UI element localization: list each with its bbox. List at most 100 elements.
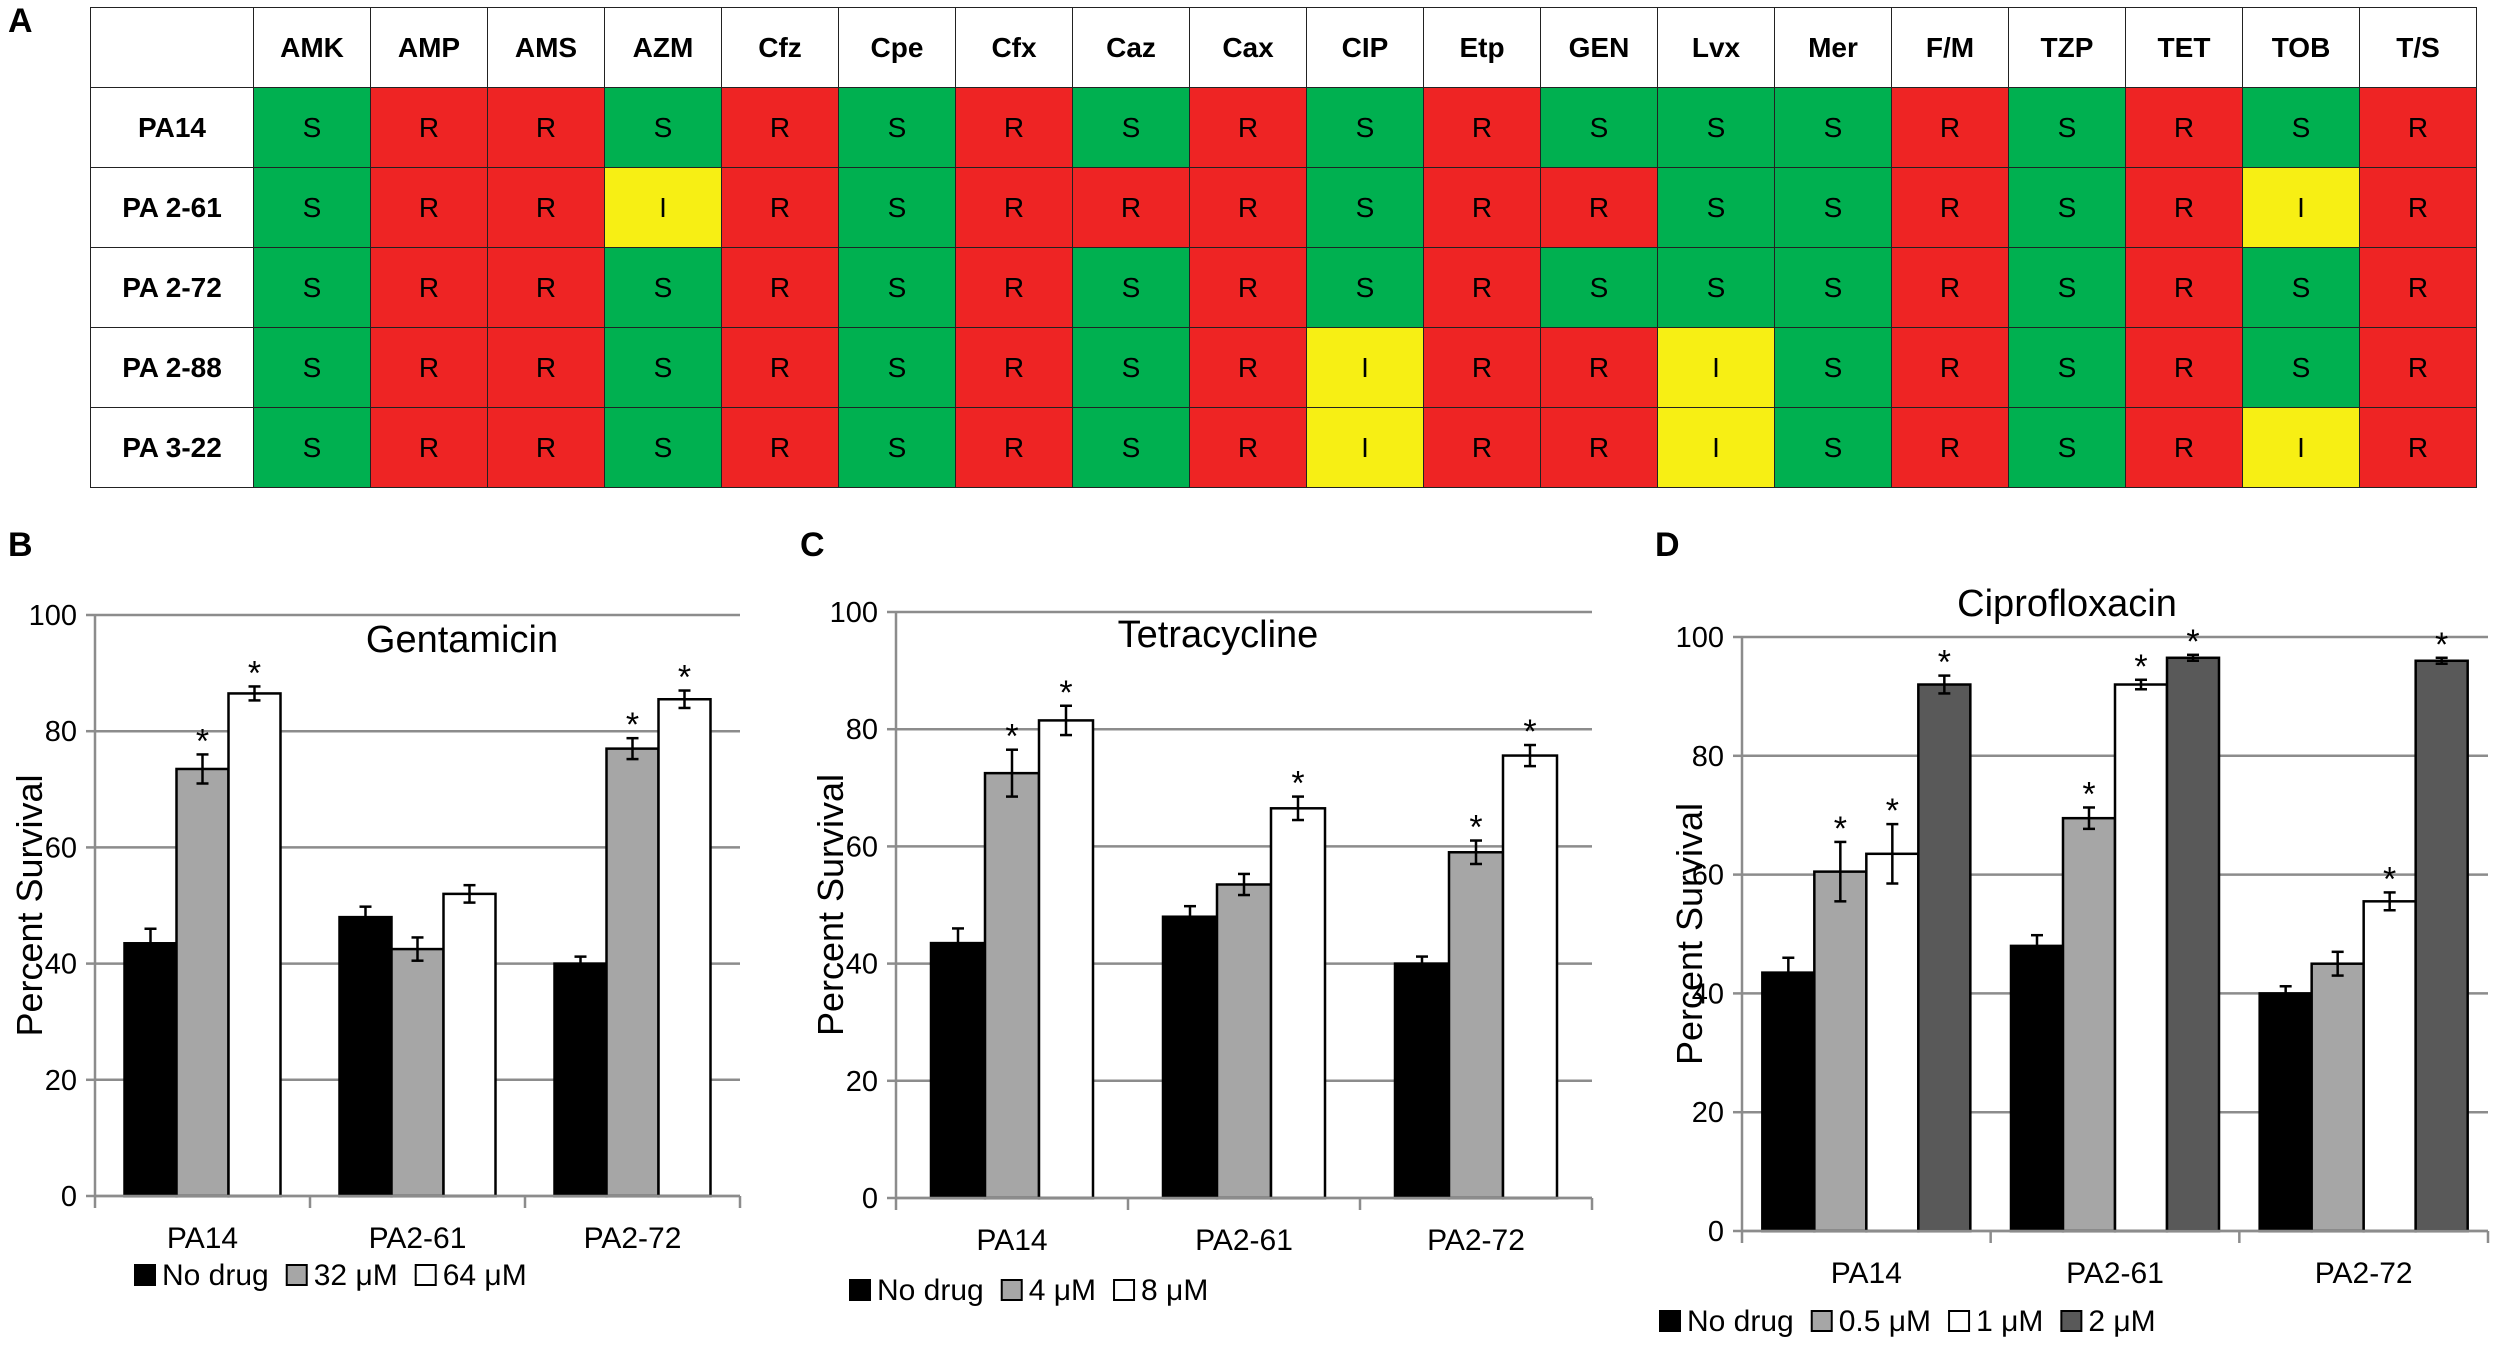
y-tick-label: 20 [846,1066,878,1098]
bar [2113,683,2169,1233]
y-tick-label: 0 [1708,1216,1724,1248]
susceptibility-cell: R [955,407,1073,488]
susceptibility-cell: R [2359,87,2477,168]
x-category-label: PA2-72 [1427,1224,1525,1257]
susceptibility-cell: R [487,167,605,248]
susceptibility-cell: R [370,407,488,488]
antibiotic-header: Caz [1072,7,1190,88]
susceptibility-cell: S [253,407,371,488]
susceptibility-cell: S [2008,407,2126,488]
legend-label: No drug [877,1274,984,1307]
antibiotic-header: Etp [1423,7,1541,88]
antibiotic-header: T/S [2359,7,2477,88]
y-tick-label: 20 [1692,1097,1724,1129]
susceptibility-cell: R [2125,247,2243,328]
susceptibility-cell: R [1891,167,2009,248]
legend-label: 1 μM [1976,1305,2043,1338]
antibiotic-header: Mer [1774,7,1892,88]
susceptibility-cell: S [1306,87,1424,168]
significance-marker: * [1938,644,1951,682]
susceptibility-cell: S [253,247,371,328]
x-category-label: PA2-61 [369,1222,467,1255]
susceptibility-cell: S [1657,167,1775,248]
bar [553,962,608,1198]
legend-label: 64 μM [443,1259,527,1292]
table-row: PA 2-88 S R R S R S R S R I R R I S R S R S R [90,327,2477,408]
x-category-label: PA14 [167,1222,238,1255]
susceptibility-cell: R [2125,327,2243,408]
susceptibility-cell: R [1540,327,1658,408]
antibiotic-header: Cax [1189,7,1307,88]
y-tick-label: 40 [45,949,77,981]
legend-label: 32 μM [314,1259,398,1292]
significance-marker: * [1469,809,1482,847]
bar [2061,816,2117,1233]
susceptibility-cell: R [1189,407,1307,488]
significance-marker: * [2383,860,2396,898]
susceptibility-cell: R [1423,327,1541,408]
legend-label: 2 μM [2088,1305,2155,1338]
legend-label: 8 μM [1141,1274,1208,1307]
bar [1215,883,1273,1200]
table-row: PA 2-61 S R R I R S R R R S R R S S R S R I R [90,167,2477,248]
y-tick-label: 60 [1692,860,1724,892]
legend-swatch [1810,1310,1833,1332]
bar [605,747,660,1198]
x-category-label: PA14 [976,1224,1047,1257]
x-category-label: PA2-72 [2315,1257,2413,1290]
antibiotic-header: F/M [1891,7,2009,88]
significance-marker: * [2082,775,2095,813]
susceptibility-cell: R [721,167,839,248]
susceptibility-cell: I [2242,407,2360,488]
legend-swatch [414,1264,437,1286]
significance-marker: * [2435,626,2448,664]
susceptibility-cell: S [604,407,722,488]
susceptibility-cell: R [370,167,488,248]
antibiotic-header: AZM [604,7,722,88]
significance-marker: * [248,654,261,692]
bar [2165,656,2221,1233]
susceptibility-cell: R [370,327,488,408]
antibiotic-header: GEN [1540,7,1658,88]
susceptibility-cell: R [2359,327,2477,408]
y-axis-label: Percent Survival [1669,803,1710,1065]
legend-swatch [1948,1310,1971,1332]
significance-marker: * [2134,648,2147,686]
bar [2258,992,2313,1233]
bar [1269,807,1327,1200]
susceptibility-cell: S [2008,247,2126,328]
susceptibility-cell: R [1189,87,1307,168]
susceptibility-cell: S [1657,87,1775,168]
susceptibility-cell: S [1306,167,1424,248]
susceptibility-cell: S [838,247,956,328]
y-tick-label: 80 [846,714,878,746]
susceptibility-cell: S [1072,407,1190,488]
y-tick-label: 80 [45,716,77,748]
bar [390,947,445,1198]
significance-marker: * [1059,674,1072,712]
susceptibility-cell: R [1189,247,1307,328]
antibiotic-header: TOB [2242,7,2360,88]
y-tick-label: 40 [846,949,878,981]
significance-marker: * [1886,792,1899,830]
bar [1447,851,1505,1200]
susceptibility-cell: R [721,87,839,168]
susceptibility-cell: S [253,87,371,168]
susceptibility-cell: S [1657,247,1775,328]
susceptibility-cell: R [2359,407,2477,488]
bar [2310,962,2365,1233]
bar [123,942,178,1198]
susceptibility-cell: R [1540,167,1658,248]
susceptibility-cell: S [604,327,722,408]
bar [2414,659,2469,1233]
susceptibility-cell: R [955,247,1073,328]
antibiotic-header: AMK [253,7,371,88]
strain-label: PA 2-88 [90,327,254,408]
susceptibility-cell: R [1423,167,1541,248]
susceptibility-cell: S [1072,247,1190,328]
susceptibility-cell: R [1891,327,2009,408]
significance-marker: * [626,706,639,744]
susceptibility-cell: R [487,87,605,168]
susceptibility-cell: R [721,247,839,328]
